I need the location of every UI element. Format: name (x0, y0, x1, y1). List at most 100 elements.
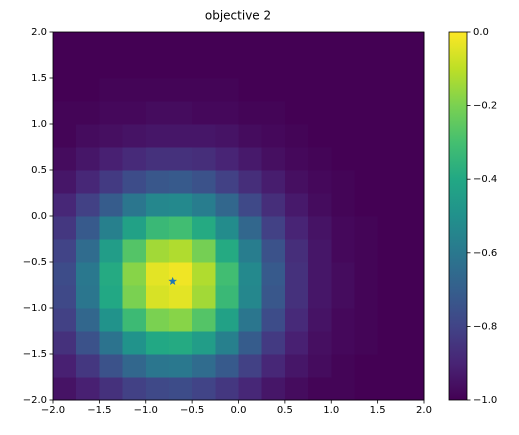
y-tick-label: −1.0 (23, 303, 47, 314)
heat-cell (99, 101, 124, 125)
y-tick-label: −0.5 (23, 257, 47, 268)
heat-cell (284, 78, 309, 102)
heat-cell (145, 331, 170, 355)
heat-cell (331, 262, 355, 286)
heat-cell (238, 78, 263, 102)
heat-cell (238, 147, 263, 171)
heat-cell (308, 55, 332, 79)
heat-cell (53, 308, 77, 332)
heat-cell (261, 239, 286, 263)
heat-cell (238, 239, 263, 263)
heat-cell (122, 32, 147, 56)
heat-cell (308, 239, 332, 263)
heat-cell (284, 147, 309, 171)
heat-cell (261, 170, 286, 194)
heat-cell (377, 170, 402, 194)
heat-cell (284, 193, 309, 217)
heat-cell (308, 308, 332, 332)
heat-cell (122, 124, 147, 148)
heat-cell (76, 193, 100, 217)
heat-cell (122, 193, 147, 217)
heat-cell (331, 285, 355, 309)
heat-cell (308, 170, 332, 194)
heat-cell (215, 32, 239, 56)
heat-cell (76, 331, 100, 355)
heat-cell (261, 216, 286, 240)
y-tick-label: −1.5 (23, 349, 47, 360)
heat-cell (400, 377, 425, 401)
heat-cell (308, 285, 332, 309)
heat-cell (76, 78, 100, 102)
heat-cell (192, 216, 216, 240)
heat-cell (122, 55, 147, 79)
heat-cell (145, 170, 170, 194)
heat-cell (99, 239, 124, 263)
colorbar-tick-label: −0.4 (473, 174, 497, 185)
heat-cell (99, 124, 124, 148)
heat-cell (377, 55, 402, 79)
heat-cell (377, 262, 402, 286)
heat-cell (215, 377, 239, 401)
y-tick-label: 0.5 (31, 165, 47, 176)
heat-cell (354, 262, 379, 286)
heat-cell (145, 147, 170, 171)
x-tick-label: 1.0 (323, 405, 339, 416)
heat-cell (145, 216, 170, 240)
heat-cell (99, 193, 124, 217)
heat-cell (377, 101, 402, 125)
heat-cell (400, 124, 425, 148)
heat-cell (53, 377, 77, 401)
heat-cell (168, 354, 193, 378)
heat-cell (331, 170, 355, 194)
heat-cell (215, 285, 239, 309)
heat-cell (331, 101, 355, 125)
heat-cell (308, 193, 332, 217)
heat-cell (308, 32, 332, 56)
heat-cell (284, 331, 309, 355)
heat-cell (238, 262, 263, 286)
colorbar-tick-label: −1.0 (473, 395, 497, 406)
heat-cell (122, 262, 147, 286)
heat-cell (284, 170, 309, 194)
heat-cell (284, 32, 309, 56)
heat-cell (400, 170, 425, 194)
x-tick-label: −2.0 (41, 405, 65, 416)
heat-cell (192, 193, 216, 217)
heat-cell (400, 308, 425, 332)
heat-cell (192, 377, 216, 401)
heat-cell (377, 147, 402, 171)
heat-cell (354, 331, 379, 355)
heat-cell (215, 354, 239, 378)
y-tick-label: 1.5 (31, 73, 47, 84)
heat-cell (331, 124, 355, 148)
heat-cell (261, 147, 286, 171)
heat-cell (168, 285, 193, 309)
heat-cell (122, 216, 147, 240)
heat-cell (122, 170, 147, 194)
heat-cell (400, 262, 425, 286)
heat-cell (99, 78, 124, 102)
heat-cell (192, 124, 216, 148)
heat-cell (215, 170, 239, 194)
heat-cell (377, 239, 402, 263)
heat-cell (215, 262, 239, 286)
heat-cell (76, 147, 100, 171)
heat-cell (261, 308, 286, 332)
heat-cell (308, 78, 332, 102)
heat-cell (192, 147, 216, 171)
heat-cell (215, 308, 239, 332)
heat-cell (53, 262, 77, 286)
heat-cell (122, 331, 147, 355)
heat-cell (76, 170, 100, 194)
heat-cell (192, 354, 216, 378)
heat-cell (145, 239, 170, 263)
heat-cell (145, 262, 170, 286)
heat-cell (192, 78, 216, 102)
heat-cell (99, 170, 124, 194)
heat-cell (76, 308, 100, 332)
heat-cell (238, 354, 263, 378)
heat-cell (99, 262, 124, 286)
heat-cell (377, 331, 402, 355)
heat-cell (354, 55, 379, 79)
heat-cell (284, 124, 309, 148)
